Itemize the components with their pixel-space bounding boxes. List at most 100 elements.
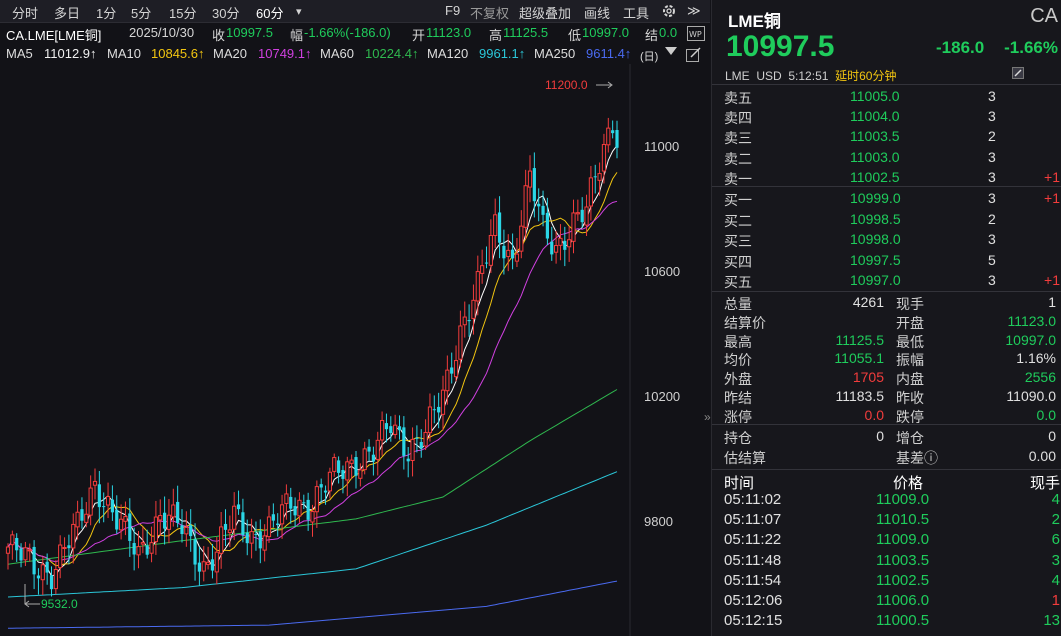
book-level-label: 卖五 <box>724 90 752 106</box>
book-price: 11002.5 <box>850 168 900 185</box>
book-volume: 3 <box>988 108 996 125</box>
candlestick-chart[interactable]: 11000 10600 10200 9800 11200.0 9532.0 <box>0 64 710 636</box>
candle <box>193 523 197 581</box>
ma120-line <box>7 471 618 598</box>
f9-button[interactable]: F9 <box>445 3 461 18</box>
book-level-label: 卖三 <box>724 130 752 147</box>
stat-value: 1705 <box>852 369 884 386</box>
candle <box>102 492 106 523</box>
period-tab-intraday[interactable]: 分时 <box>12 6 39 21</box>
stat-value: 0 <box>876 428 884 444</box>
candle <box>571 199 576 254</box>
candle <box>606 117 611 153</box>
candle <box>480 249 485 284</box>
book-volume: 3 <box>988 148 996 165</box>
book-price: 10997.0 <box>850 272 901 289</box>
tick-list-header: 时间 价格 现手 <box>724 472 1060 492</box>
tick-row[interactable]: 05:11:02 11009.0 4 <box>724 490 1060 510</box>
book-level-label: 买一 <box>724 192 752 208</box>
order-book-row[interactable]: 卖四 11004.0 3 <box>724 107 1060 127</box>
order-book-row[interactable]: 卖五 11005.0 3 <box>724 87 1060 107</box>
tick-row[interactable]: 05:11:07 11010.5 2 <box>724 510 1060 530</box>
candle <box>119 504 124 540</box>
candle <box>123 501 128 536</box>
candle <box>358 463 363 487</box>
order-book-row[interactable]: 卖二 11003.0 3 <box>724 148 1060 168</box>
tick-price: 11003.5 <box>876 551 930 569</box>
delay-notice: 延时60分钟 <box>835 69 897 83</box>
wp-icon[interactable]: WP <box>687 26 705 41</box>
candle <box>236 490 241 515</box>
order-book-row[interactable]: 买三 10998.0 3 <box>724 230 1060 250</box>
stat-label: 昨收 <box>896 390 924 406</box>
candle <box>88 475 93 526</box>
ma60-value: 10224.4↑ <box>365 46 419 61</box>
divider <box>712 186 1061 187</box>
order-book-row[interactable]: 买五 10997.0 3 +1 <box>724 271 1060 291</box>
max-price-label: 11200.0 <box>545 78 588 92</box>
price-tick-label: 10200 <box>644 389 680 404</box>
edit-icon[interactable] <box>1012 67 1024 79</box>
period-tab-5m[interactable]: 5分 <box>131 6 152 21</box>
expand-toolbar-icon[interactable]: ≫ <box>687 3 701 18</box>
period-tab-60m[interactable]: 60分 <box>256 6 284 21</box>
period-tab-30m[interactable]: 30分 <box>212 6 240 21</box>
tick-row[interactable]: 05:12:06 11006.0 1 <box>724 591 1060 611</box>
tick-time: 05:11:48 <box>724 551 782 569</box>
tick-row[interactable]: 05:12:15 11000.5 13 <box>724 611 1060 631</box>
stat-row: 均价 11055.1 振幅 1.16% <box>724 349 1060 369</box>
candle <box>271 503 275 528</box>
ma250-line <box>7 580 618 629</box>
period-tab-1m[interactable]: 1分 <box>96 6 117 21</box>
tick-time: 05:11:02 <box>724 491 782 508</box>
settle-label: 结 <box>645 28 659 43</box>
candle <box>284 484 289 520</box>
candle <box>397 415 402 440</box>
ma-dropdown-icon[interactable] <box>665 47 677 55</box>
tick-row[interactable]: 05:11:54 11002.5 4 <box>724 571 1060 591</box>
quote-subheader: LME USD 5:12:51 延时60分钟 <box>725 67 896 84</box>
candle <box>92 468 98 500</box>
stat-row: 涨停 0.0 跌停 0.0 <box>724 406 1060 426</box>
edit-indicator-icon[interactable] <box>686 47 702 62</box>
stat-label: 基差ⓘ <box>896 450 938 466</box>
stat-value: 4261 <box>852 294 884 310</box>
stat-value: 11090.0 <box>1006 388 1056 404</box>
stat-label: 涨停 <box>724 408 752 425</box>
overlay-button[interactable]: 超级叠加 <box>519 6 572 21</box>
candle <box>367 439 371 462</box>
candle <box>158 499 163 536</box>
period-tab-multiday[interactable]: 多日 <box>54 6 81 21</box>
stat-value: 0.0 <box>1036 406 1056 423</box>
candle <box>166 498 172 544</box>
tools-button[interactable]: 工具 <box>623 6 650 21</box>
no-adjust-button[interactable]: 不复权 <box>470 6 510 21</box>
candle <box>153 500 159 555</box>
candle <box>458 310 463 368</box>
tick-header-price: 价格 <box>893 475 924 492</box>
candle <box>563 226 567 267</box>
book-level-label: 买五 <box>724 274 752 291</box>
tick-header-time: 时间 <box>724 475 755 492</box>
svg-text:WP: WP <box>689 30 702 39</box>
tick-time: 05:11:54 <box>724 571 782 589</box>
more-periods-dropdown-icon[interactable]: ▾ <box>296 6 302 18</box>
collapse-panel-icon[interactable]: » <box>704 410 711 424</box>
order-book-row[interactable]: 买二 10998.5 2 <box>724 210 1060 230</box>
candle <box>541 190 545 227</box>
draw-line-button[interactable]: 画线 <box>584 6 611 21</box>
stat-label: 估结算 <box>724 450 766 466</box>
stat-label: 振幅 <box>896 352 924 369</box>
tick-row[interactable]: 05:11:22 11009.0 6 <box>724 530 1060 550</box>
book-volume-change: +1 <box>1044 168 1060 185</box>
order-book-row[interactable]: 卖三 11003.5 2 <box>724 127 1060 147</box>
order-book-row[interactable]: 卖一 11002.5 3 +1 <box>724 168 1060 188</box>
candle <box>189 509 193 552</box>
order-book-row[interactable]: 买一 10999.0 3 +1 <box>724 189 1060 209</box>
gear-icon[interactable] <box>661 3 677 19</box>
period-tab-15m[interactable]: 15分 <box>169 6 197 21</box>
tick-row[interactable]: 05:11:48 11003.5 3 <box>724 551 1060 571</box>
settle-value: 0.0 <box>659 25 678 40</box>
order-book-row[interactable]: 买四 10997.5 5 <box>724 251 1060 271</box>
candle <box>184 511 189 547</box>
